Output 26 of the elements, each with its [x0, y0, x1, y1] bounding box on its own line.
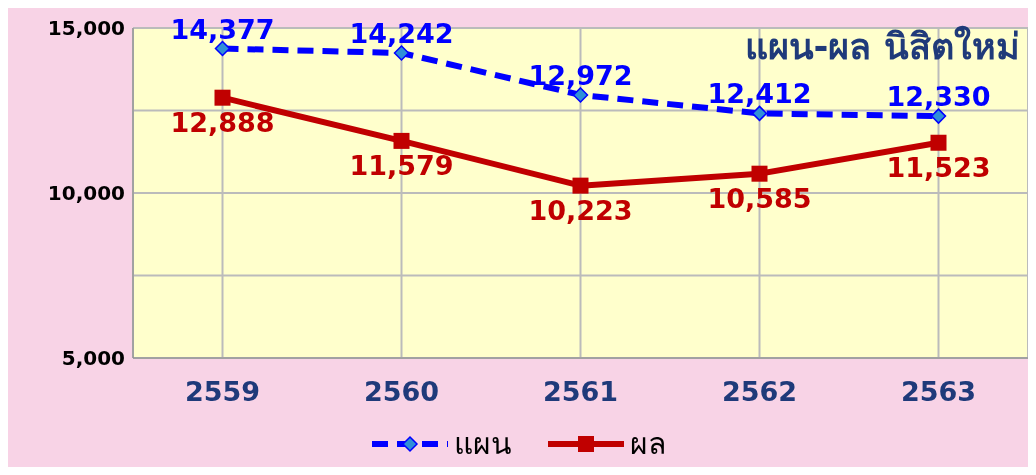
x-tick-label: 2562	[721, 376, 798, 408]
point	[214, 89, 231, 106]
data-label: 10,585	[707, 182, 812, 214]
legend-label: แผน	[454, 425, 512, 463]
y-tick-label: 5,000	[61, 346, 125, 371]
point	[572, 177, 589, 194]
x-tick-label: 2559	[184, 376, 261, 408]
data-label: 12,412	[707, 78, 812, 110]
data-label: 11,523	[886, 151, 991, 183]
x-tick-label: 2561	[542, 376, 619, 408]
legend-label: ผล	[630, 425, 666, 463]
data-label: 12,888	[170, 106, 275, 138]
point	[751, 165, 768, 182]
point	[393, 132, 410, 149]
chart-title: แผน-ผล นิสิตใหม่	[744, 24, 1020, 69]
data-label: 14,377	[170, 13, 275, 45]
data-label: 12,330	[886, 81, 991, 113]
data-label: 11,579	[349, 149, 454, 181]
y-tick-label: 15,000	[47, 16, 125, 41]
x-tick-label: 2563	[900, 376, 977, 408]
data-label: 12,972	[528, 59, 633, 91]
x-tick-label: 2560	[363, 376, 440, 408]
data-label: 10,223	[528, 194, 633, 226]
point	[930, 134, 947, 151]
y-tick-label: 10,000	[47, 181, 125, 206]
data-label: 14,242	[349, 18, 454, 50]
